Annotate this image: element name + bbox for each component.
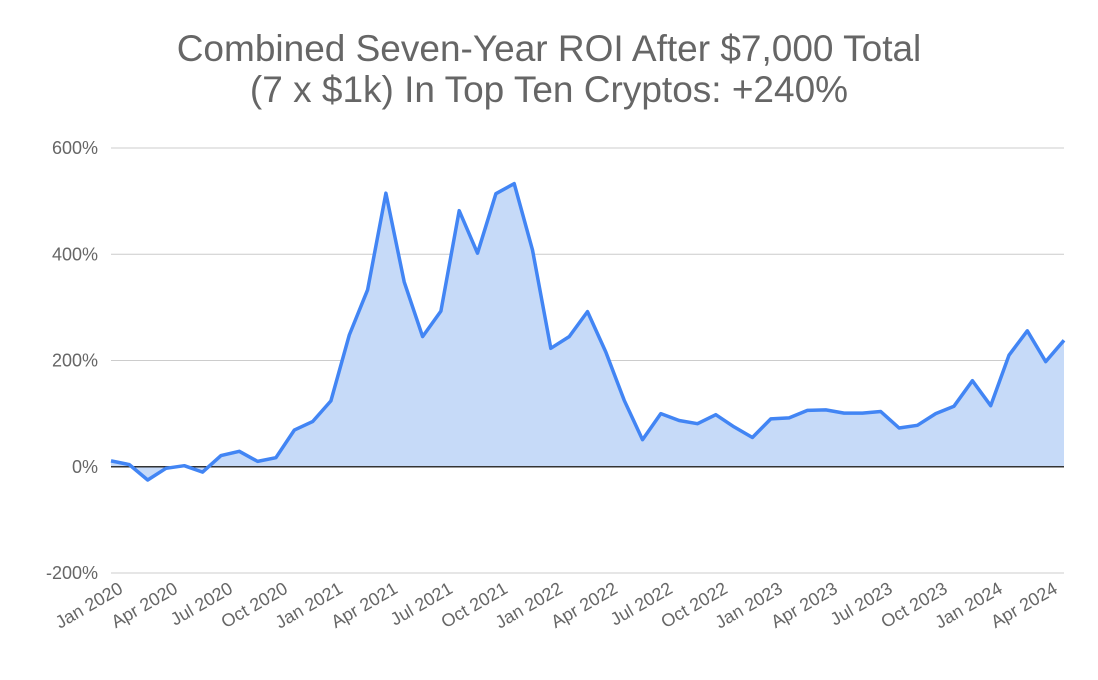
chart-title-line-2: (7 x $1k) In Top Ten Cryptos: +240% (249, 69, 849, 110)
y-tick-label: -200% (46, 563, 98, 583)
chart-title-line-1: Combined Seven-Year ROI After $7,000 Tot… (176, 28, 922, 69)
series-area (111, 183, 1064, 480)
y-tick-label: 0% (72, 457, 98, 477)
y-tick-label: 600% (52, 138, 98, 158)
y-tick-label: 200% (52, 351, 98, 371)
chart-title: Combined Seven-Year ROI After $7,000 Tot… (0, 28, 1098, 110)
series-line (110, 181, 1066, 482)
y-tick-label: 400% (52, 244, 98, 264)
